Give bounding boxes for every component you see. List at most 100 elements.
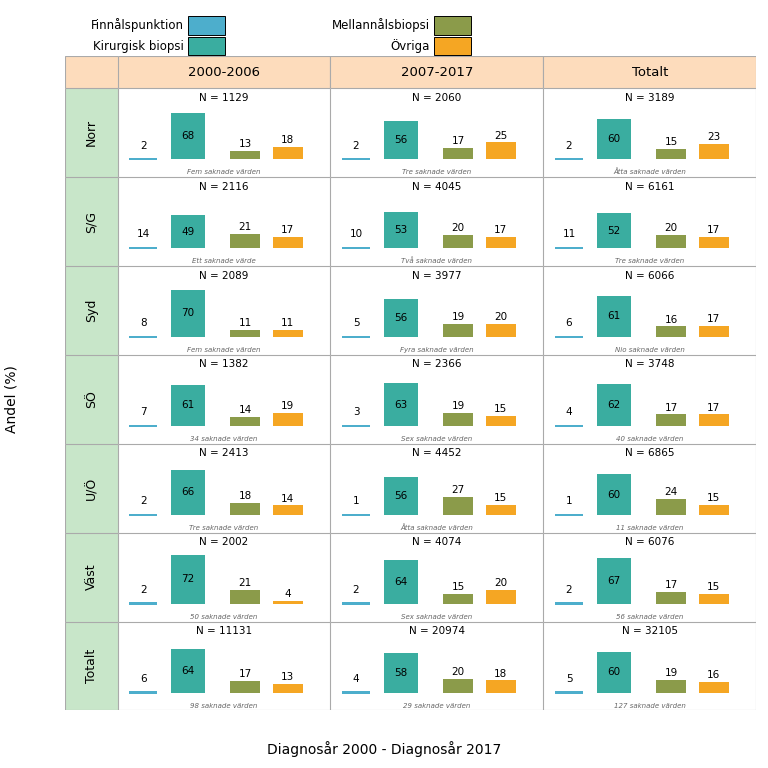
Text: 1: 1 bbox=[353, 496, 359, 506]
Bar bbox=[486, 680, 516, 693]
Bar bbox=[597, 474, 631, 515]
Text: 17: 17 bbox=[664, 402, 678, 412]
Text: S/G: S/G bbox=[85, 210, 98, 233]
Bar bbox=[597, 558, 631, 604]
Text: N = 2413: N = 2413 bbox=[199, 449, 249, 458]
Text: 8: 8 bbox=[140, 318, 147, 328]
Bar bbox=[343, 158, 370, 161]
Text: 14: 14 bbox=[239, 405, 252, 415]
Text: Fem saknade värden: Fem saknade värden bbox=[187, 347, 261, 353]
Text: 64: 64 bbox=[181, 666, 194, 676]
Text: 11: 11 bbox=[562, 230, 576, 240]
Text: 6: 6 bbox=[566, 318, 572, 328]
Bar bbox=[699, 594, 729, 604]
Bar bbox=[443, 594, 473, 604]
Bar bbox=[129, 514, 157, 516]
Text: 17: 17 bbox=[664, 581, 678, 591]
Text: 17: 17 bbox=[239, 669, 252, 680]
Bar bbox=[129, 425, 157, 427]
Text: 52: 52 bbox=[607, 226, 621, 236]
Bar bbox=[170, 385, 205, 426]
Text: 17: 17 bbox=[707, 314, 720, 324]
Bar bbox=[384, 654, 418, 693]
Bar bbox=[443, 235, 473, 248]
Text: Sex saknade värden: Sex saknade värden bbox=[402, 436, 472, 442]
Bar bbox=[555, 247, 583, 249]
Bar bbox=[343, 336, 370, 338]
Text: 24: 24 bbox=[664, 487, 678, 497]
Text: 56: 56 bbox=[394, 491, 407, 501]
Bar bbox=[230, 681, 260, 693]
Bar bbox=[343, 514, 370, 516]
Bar bbox=[555, 602, 583, 604]
Text: Åtta saknade värden: Åtta saknade värden bbox=[401, 525, 473, 531]
Text: Nio saknade värden: Nio saknade värden bbox=[615, 347, 685, 353]
Text: 2: 2 bbox=[140, 496, 147, 506]
Text: 21: 21 bbox=[239, 222, 252, 232]
Text: 1: 1 bbox=[566, 496, 572, 506]
Text: N = 6076: N = 6076 bbox=[625, 537, 674, 547]
Text: 50 saknade värden: 50 saknade värden bbox=[190, 614, 258, 620]
Text: Tre saknade värden: Tre saknade värden bbox=[615, 258, 684, 264]
Text: N = 2366: N = 2366 bbox=[412, 359, 462, 369]
Text: 2007-2017: 2007-2017 bbox=[401, 66, 473, 78]
Bar bbox=[230, 151, 260, 160]
Bar bbox=[443, 413, 473, 426]
Text: N = 3977: N = 3977 bbox=[412, 270, 462, 280]
Bar bbox=[657, 415, 686, 426]
Bar bbox=[699, 144, 729, 160]
Text: 18: 18 bbox=[495, 669, 508, 679]
Bar bbox=[129, 336, 157, 338]
Bar bbox=[443, 148, 473, 160]
Text: Ett saknade värde: Ett saknade värde bbox=[192, 258, 256, 264]
Text: 2: 2 bbox=[353, 141, 359, 151]
Text: SÖ: SÖ bbox=[85, 390, 98, 409]
Bar bbox=[129, 158, 157, 161]
Bar bbox=[384, 477, 418, 515]
Text: 20: 20 bbox=[665, 223, 678, 233]
Bar bbox=[657, 680, 686, 693]
Text: 15: 15 bbox=[707, 582, 720, 592]
Text: Norr: Norr bbox=[85, 119, 98, 146]
Text: 61: 61 bbox=[181, 400, 194, 410]
Text: 2: 2 bbox=[566, 141, 572, 151]
Text: N = 4045: N = 4045 bbox=[412, 181, 462, 192]
Bar bbox=[555, 514, 583, 516]
Bar bbox=[230, 503, 260, 515]
Bar bbox=[170, 113, 205, 160]
Bar bbox=[544, 56, 756, 88]
Text: Totalt: Totalt bbox=[85, 649, 98, 683]
Bar bbox=[118, 56, 330, 88]
Text: Fem saknade värden: Fem saknade värden bbox=[187, 170, 261, 175]
Text: N = 11131: N = 11131 bbox=[196, 626, 252, 636]
Text: 10: 10 bbox=[349, 230, 362, 240]
Bar bbox=[273, 147, 303, 160]
Text: 5: 5 bbox=[353, 318, 359, 328]
Text: Totalt: Totalt bbox=[632, 66, 668, 78]
Bar bbox=[597, 296, 631, 337]
Text: 20: 20 bbox=[495, 578, 508, 588]
Bar bbox=[273, 237, 303, 248]
Text: 6: 6 bbox=[140, 674, 147, 684]
Text: 16: 16 bbox=[664, 315, 678, 325]
Text: 19: 19 bbox=[664, 668, 678, 678]
Bar bbox=[230, 329, 260, 337]
Text: 4: 4 bbox=[566, 407, 572, 417]
Text: 17: 17 bbox=[707, 225, 720, 235]
Text: 29 saknade värden: 29 saknade värden bbox=[403, 703, 471, 709]
Bar bbox=[384, 561, 418, 604]
Text: 18: 18 bbox=[281, 135, 294, 145]
Text: Väst: Väst bbox=[85, 564, 98, 591]
Bar bbox=[486, 415, 516, 426]
Text: 20: 20 bbox=[495, 312, 508, 322]
Text: 17: 17 bbox=[452, 136, 465, 146]
Bar bbox=[486, 237, 516, 248]
Text: 60: 60 bbox=[607, 667, 621, 677]
Text: N = 32105: N = 32105 bbox=[622, 626, 678, 636]
Bar bbox=[657, 149, 686, 160]
Bar bbox=[384, 121, 418, 160]
Text: 27: 27 bbox=[452, 485, 465, 495]
Text: N = 1382: N = 1382 bbox=[199, 359, 249, 369]
Bar bbox=[657, 592, 686, 604]
Text: N = 2116: N = 2116 bbox=[199, 181, 249, 192]
